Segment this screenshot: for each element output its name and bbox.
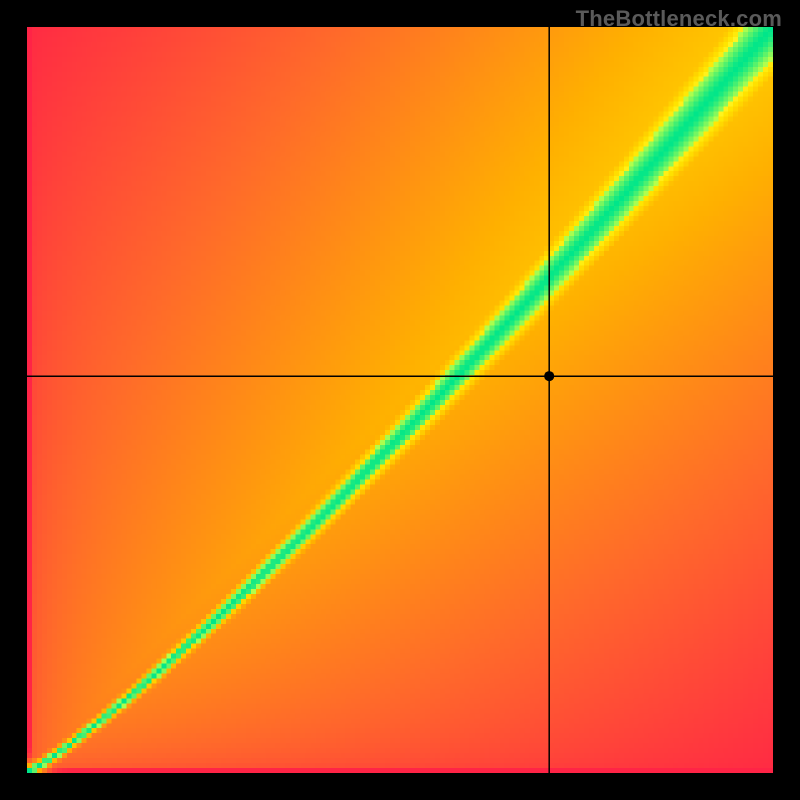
watermark-text: TheBottleneck.com: [576, 6, 782, 32]
chart-container: TheBottleneck.com: [0, 0, 800, 800]
crosshair-overlay: [27, 27, 773, 773]
